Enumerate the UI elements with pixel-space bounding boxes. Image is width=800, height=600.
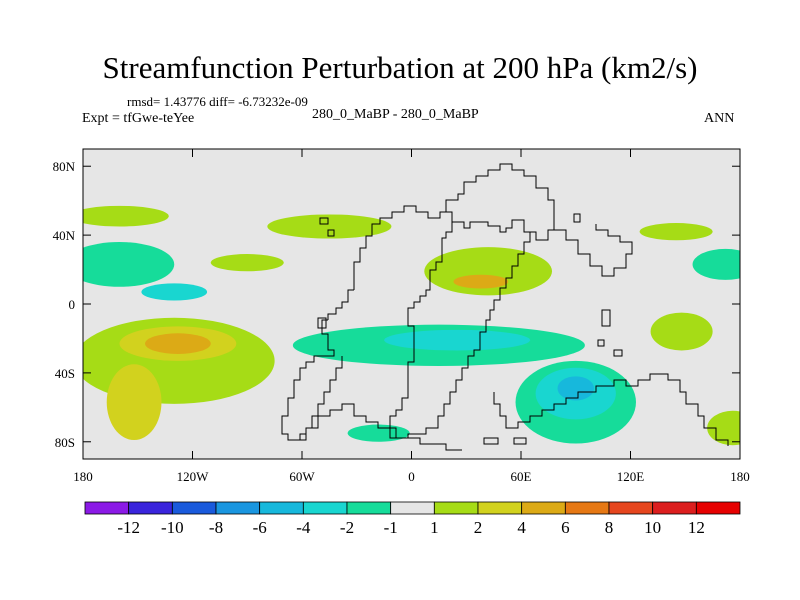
region-asia-pos-core: [453, 274, 509, 289]
coastline-europe: [445, 163, 555, 241]
colorbar-label: 1: [430, 518, 439, 537]
colorbar-label: -12: [117, 518, 140, 537]
region-w-pacific-pos: [639, 223, 713, 241]
x-tick-label: 120W: [177, 469, 210, 484]
region-e-pacific-pos: [210, 254, 284, 272]
coastline-se-asia: [554, 224, 633, 277]
season-label: ANN: [704, 111, 735, 126]
region-tropics-neg-core: [384, 329, 531, 351]
x-tick-label: 120E: [617, 469, 645, 484]
y-tick-label: 80S: [55, 435, 75, 450]
y-tick-label: 40N: [53, 228, 76, 243]
colorbar-swatch: [128, 501, 173, 515]
colorbar-label: -6: [253, 518, 267, 537]
coastline-south-america: [281, 319, 343, 441]
colorbar-label: 4: [517, 518, 526, 537]
region-dateline-neg: [692, 248, 740, 280]
region-sw-pacific-pos: [650, 312, 713, 351]
y-tick-label: 0: [69, 297, 76, 312]
colorbar-swatch: [390, 501, 435, 515]
colorbar-swatch: [259, 501, 304, 515]
colorbar-label: 8: [605, 518, 614, 537]
region-s-ocean-pos: [707, 410, 740, 446]
colorbar-label: 6: [561, 518, 570, 537]
x-tick-label: 60E: [511, 469, 532, 484]
region-n-pacific-pos: [83, 205, 169, 227]
region-s-pacific-pos-core: [145, 333, 211, 354]
axis-ticks: 180 120W 60W 0 60E 120E 180 80N 40N 0 40S 80S: [53, 149, 750, 484]
chart-title: Streamfunction Perturbation at 200 hPa (…: [102, 50, 698, 85]
island-5: [613, 349, 623, 357]
region-s-atlantic-neg: [347, 424, 410, 442]
colorbar-label: 12: [688, 518, 705, 537]
colorbar-label: -10: [161, 518, 184, 537]
stats-label: rmsd= 1.43776 diff= -6.73232e-09: [127, 94, 308, 109]
y-tick-label: 40S: [55, 366, 75, 381]
colorbar-label: -1: [384, 518, 398, 537]
colorbar-label: -4: [296, 518, 311, 537]
colorbar-swatch: [171, 501, 217, 515]
coastline-europe-west: [353, 205, 452, 290]
plot-background: [83, 149, 740, 459]
island-1: [319, 217, 329, 225]
colorbar-swatch: [477, 501, 523, 515]
continent-outlines: [281, 163, 729, 451]
island-7: [317, 317, 327, 329]
colorbar-swatch: [521, 501, 566, 515]
colorbar-label: 10: [644, 518, 661, 537]
colorbar-swatch: [652, 501, 697, 515]
region-se-pacific-pos: [106, 364, 162, 441]
contour-regions: [83, 205, 740, 446]
region-n-atlantic-pos: [267, 214, 392, 239]
colorbar-label: -8: [209, 518, 223, 537]
colorbar-swatch: [608, 501, 654, 515]
coastline-australia: [493, 373, 729, 446]
experiment-label: Expt = tfGwe-teYee: [82, 111, 195, 126]
colorbar-label: -2: [340, 518, 354, 537]
coastline-africa: [389, 219, 531, 439]
island-2: [327, 229, 335, 237]
island-6: [597, 339, 605, 347]
colorbar-swatch: [302, 501, 348, 515]
coastline-antarctica: [300, 403, 462, 451]
y-tick-label: 80N: [53, 159, 76, 174]
island-8: [483, 437, 499, 445]
center-label: 280_0_MaBP - 280_0_MaBP: [312, 107, 479, 122]
x-tick-label: 180: [73, 469, 93, 484]
coastline-north-america: [327, 289, 354, 320]
colorbar-swatch: [346, 501, 392, 515]
colorbar-swatch: [564, 501, 610, 515]
region-indian-ocean-neg-core: [557, 376, 594, 401]
island-9: [513, 437, 527, 445]
colorbar-swatch: [695, 501, 741, 515]
x-tick-label: 0: [408, 469, 415, 484]
region-c-pacific-neg-core: [141, 283, 208, 301]
colorbar-swatch: [433, 501, 479, 515]
x-tick-label: 60W: [289, 469, 315, 484]
island-4: [601, 309, 611, 327]
colorbar: -12 -10 -8 -6 -4 -2 -1 1 2 4 6 8 10 12: [84, 501, 741, 537]
colorbar-label: 2: [474, 518, 483, 537]
colorbar-swatch: [215, 501, 261, 515]
colorbar-swatch: [84, 501, 130, 515]
x-tick-label: 180: [730, 469, 750, 484]
island-3: [573, 213, 581, 223]
region-c-pacific-neg: [83, 242, 175, 287]
